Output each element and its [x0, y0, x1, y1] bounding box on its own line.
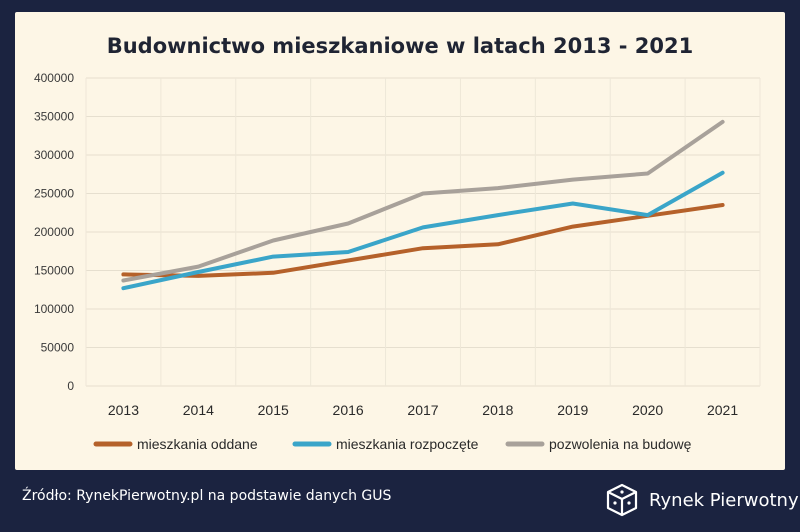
- brand[interactable]: Rynek Pierwotny: [605, 480, 799, 520]
- x-tick-label: 2014: [183, 402, 214, 418]
- x-tick-label: 2016: [333, 402, 364, 418]
- x-tick-label: 2020: [632, 402, 663, 418]
- cube-logo-icon: [606, 483, 638, 517]
- y-tick-label: 400000: [34, 71, 74, 85]
- brand-name: Rynek Pierwotny: [649, 489, 799, 511]
- legend-item: mieszkania oddane: [93, 436, 258, 452]
- x-tick-label: 2015: [258, 402, 289, 418]
- y-tick-label: 150000: [34, 264, 74, 278]
- chart-card: [15, 12, 785, 470]
- y-tick-label: 300000: [34, 148, 74, 162]
- x-tick-label: 2018: [482, 402, 513, 418]
- x-tick-label: 2021: [707, 402, 738, 418]
- y-tick-label: 350000: [34, 110, 74, 124]
- y-tick-label: 50000: [41, 341, 75, 355]
- legend-label: mieszkania rozpoczęte: [336, 436, 479, 452]
- y-tick-label: 250000: [34, 187, 74, 201]
- y-tick-label: 200000: [34, 225, 74, 239]
- source-note: Źródło: RynekPierwotny.pl na podstawie d…: [22, 488, 392, 504]
- legend-label: pozwolenia na budowę: [549, 436, 692, 452]
- x-tick-label: 2013: [108, 402, 139, 418]
- legend-item: mieszkania rozpoczęte: [292, 436, 479, 452]
- series-line-3: [121, 119, 725, 283]
- x-tick-label: 2017: [407, 402, 438, 418]
- legend-item: pozwolenia na budowę: [505, 436, 692, 452]
- chart-title: Budownictwo mieszkaniowe w latach 2013 -…: [107, 34, 694, 58]
- series-line-2: [121, 170, 725, 291]
- x-tick-label: 2019: [557, 402, 588, 418]
- y-tick-label: 0: [67, 379, 74, 393]
- legend-label: mieszkania oddane: [137, 436, 258, 452]
- y-tick-label: 100000: [34, 302, 74, 316]
- series-line-1: [121, 203, 725, 278]
